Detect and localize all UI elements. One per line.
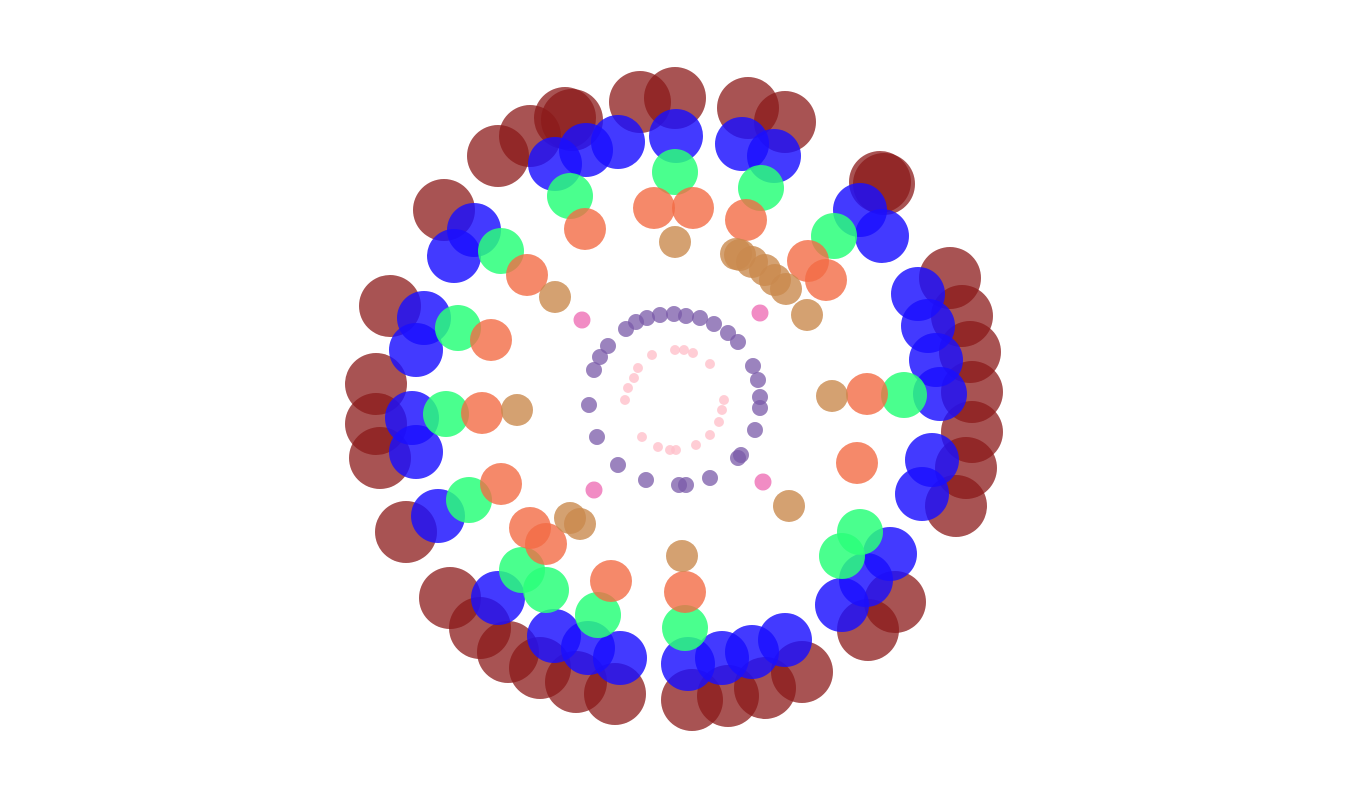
orange-ring-bubble <box>633 187 675 229</box>
purple-ring-bubble <box>652 307 668 323</box>
pink-ring-bubble <box>620 395 630 405</box>
blue-ring-bubble <box>427 229 481 283</box>
green-ring-bubble <box>423 391 469 437</box>
green-ring-bubble <box>662 605 708 651</box>
orange-ring-bubble <box>470 319 512 361</box>
purple-ring-bubble <box>692 310 708 326</box>
pink-ring-bubble <box>691 440 701 450</box>
orange-ring-bubble <box>725 199 767 241</box>
pink-ring-bubble <box>719 395 729 405</box>
pink-ring-bubble <box>714 417 724 427</box>
purple-ring-bubble <box>610 457 626 473</box>
purple-ring-bubble <box>752 400 768 416</box>
purple-ring-bubble <box>600 338 616 354</box>
magenta-ring-bubble <box>585 481 603 499</box>
purple-ring-bubble <box>592 349 608 365</box>
pink-ring-bubble <box>717 405 727 415</box>
outer-ring-bubble <box>345 353 407 415</box>
tan-ring-bubble <box>564 508 596 540</box>
purple-ring-bubble <box>678 477 694 493</box>
purple-ring-bubble <box>752 389 768 405</box>
orange-ring-bubble <box>564 208 606 250</box>
orange-ring-bubble <box>480 463 522 505</box>
green-ring-bubble <box>575 592 621 638</box>
tan-ring-bubble <box>791 299 823 331</box>
pink-ring-bubble <box>629 373 639 383</box>
outer-ring-bubble <box>419 567 481 629</box>
pink-ring-bubble <box>705 430 715 440</box>
blue-ring-bubble <box>593 631 647 685</box>
pink-ring-bubble <box>679 345 689 355</box>
pink-ring-bubble <box>665 445 675 455</box>
pink-ring-bubble <box>633 363 643 373</box>
pink-ring-bubble <box>623 383 633 393</box>
purple-ring-bubble <box>706 316 722 332</box>
purple-ring-bubble <box>618 321 634 337</box>
purple-ring-bubble <box>586 362 602 378</box>
orange-ring-bubble <box>787 240 829 282</box>
purple-ring-bubble <box>745 358 761 374</box>
pink-ring-bubble <box>653 442 663 452</box>
purple-ring-bubble <box>666 306 682 322</box>
purple-ring-bubble <box>702 470 718 486</box>
blue-ring-bubble <box>891 267 945 321</box>
blue-ring-bubble <box>905 433 959 487</box>
purple-ring-bubble <box>747 422 763 438</box>
blue-ring-bubble <box>649 109 703 163</box>
tan-ring-bubble <box>666 540 698 572</box>
pink-ring-bubble <box>637 432 647 442</box>
blue-ring-bubble <box>715 117 769 171</box>
magenta-ring-bubble <box>754 473 772 491</box>
orange-ring-bubble <box>525 523 567 565</box>
green-ring-bubble <box>435 305 481 351</box>
purple-ring-bubble <box>720 325 736 341</box>
purple-ring-bubble <box>589 429 605 445</box>
tan-ring-bubble <box>659 226 691 258</box>
green-ring-bubble <box>837 509 883 555</box>
pink-ring-bubble <box>647 350 657 360</box>
purple-ring-bubble <box>750 372 766 388</box>
orange-ring-bubble <box>590 560 632 602</box>
green-ring-bubble <box>652 149 698 195</box>
orange-ring-bubble <box>461 392 503 434</box>
pink-ring-bubble <box>705 359 715 369</box>
blue-ring-bubble <box>389 425 443 479</box>
orange-ring-bubble <box>664 571 706 613</box>
purple-ring-bubble <box>581 397 597 413</box>
tan-ring-bubble <box>539 281 571 313</box>
tan-ring-bubble <box>773 490 805 522</box>
magenta-ring-bubble <box>751 304 769 322</box>
green-ring-bubble <box>523 567 569 613</box>
blue-ring-bubble <box>389 323 443 377</box>
pink-ring-bubble <box>688 348 698 358</box>
tan-ring-bubble <box>501 394 533 426</box>
tan-ring-bubble <box>816 380 848 412</box>
orange-ring-bubble <box>846 373 888 415</box>
pink-ring-bubble <box>670 345 680 355</box>
blue-ring-bubble <box>758 613 812 667</box>
purple-ring-bubble <box>638 472 654 488</box>
purple-ring-bubble <box>733 447 749 463</box>
magenta-ring-bubble <box>573 311 591 329</box>
orange-ring-bubble <box>672 187 714 229</box>
purple-ring-bubble <box>678 308 694 324</box>
orange-ring-bubble <box>836 442 878 484</box>
green-ring-bubble <box>881 372 927 418</box>
orange-ring-bubble <box>506 254 548 296</box>
tan-ring-bubble <box>720 238 752 270</box>
green-ring-bubble <box>547 173 593 219</box>
